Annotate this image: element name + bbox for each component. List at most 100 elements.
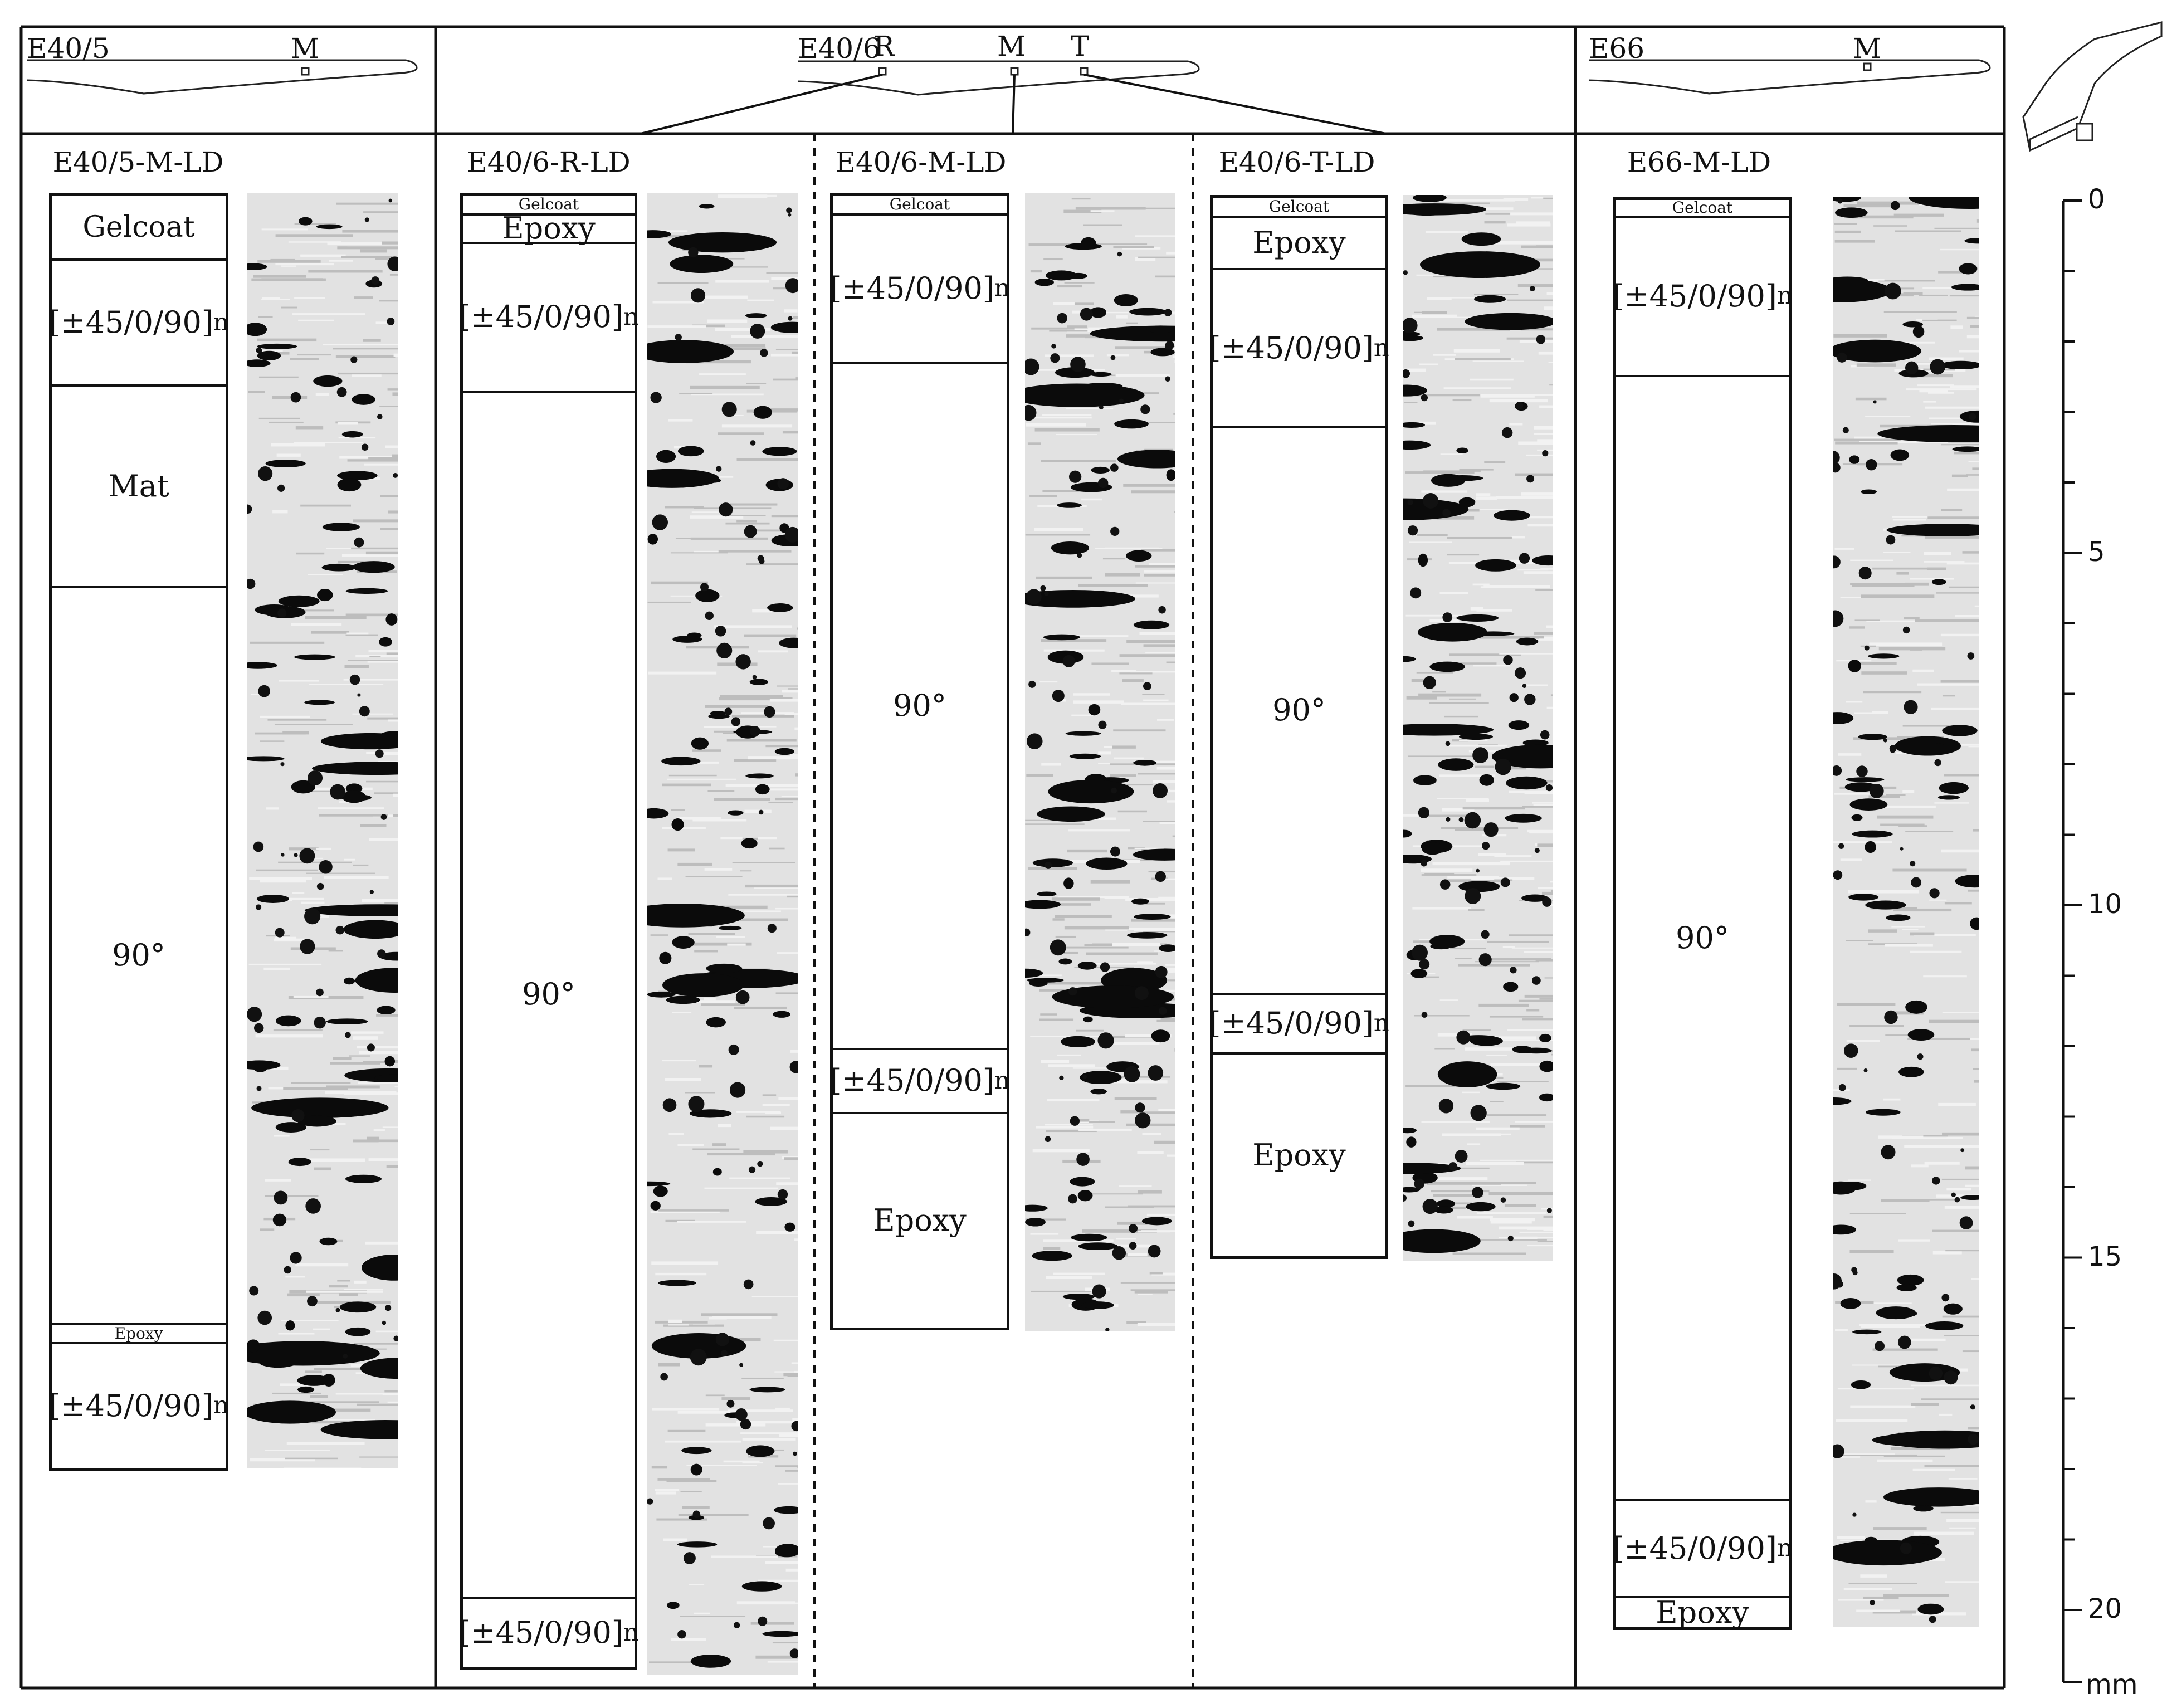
- layer-label: Gelcoat: [889, 194, 950, 213]
- layer-subscript: n: [1776, 1534, 1793, 1563]
- layer-subscript: n: [994, 274, 1010, 302]
- layer-subscript: n: [1373, 1009, 1389, 1037]
- layer-3: [±45/0/90] n: [829, 1048, 1010, 1111]
- section-mark-label: T: [1071, 30, 1090, 62]
- layer-label: Gelcoat: [1268, 197, 1330, 216]
- micrograph-image: [1025, 193, 1175, 1331]
- section-mark-box: [1080, 67, 1089, 76]
- layer-subscript: n: [213, 1392, 229, 1420]
- layer-1: [±45/0/90] n: [829, 213, 1010, 362]
- panel-title: E40/6-R-LD: [467, 146, 631, 178]
- scale-label: 15: [2088, 1241, 2122, 1272]
- layer-3: 90°: [52, 586, 226, 1323]
- layup-column: Gelcoat [±45/0/90] n 90° [±45/0/90] n Epoxy: [1612, 197, 1793, 1630]
- layer-label: 90°: [522, 977, 575, 1012]
- layer-4: Epoxy: [1616, 1594, 1789, 1630]
- layer-0: Gelcoat: [52, 196, 226, 258]
- layer-3: 90°: [1213, 426, 1385, 992]
- layer-label: Gelcoat: [518, 194, 579, 213]
- layer-2: 90°: [1616, 374, 1789, 1499]
- section-mark-box: [1863, 62, 1872, 71]
- layer-subscript: n: [1776, 282, 1793, 310]
- layer-label: Epoxy: [873, 1203, 967, 1238]
- layer-subscript: n: [1373, 334, 1389, 362]
- section-mark-label: M: [997, 30, 1026, 62]
- layer-4: Epoxy: [52, 1323, 226, 1342]
- layer-0: Gelcoat: [833, 196, 1007, 213]
- layup-column: Gelcoat [±45/0/90] n Mat 90° Epoxy [±45/0/90] n: [48, 193, 229, 1471]
- section-mark-box: [301, 67, 310, 76]
- layer-2: [±45/0/90] n: [458, 241, 639, 391]
- layer-label: Epoxy: [502, 211, 596, 246]
- layer-0: Gelcoat: [1213, 198, 1385, 216]
- layer-label: [±45/0/90]: [1209, 330, 1374, 366]
- blade-outline-e40-6: [797, 60, 1200, 96]
- layer-3: 90°: [463, 391, 635, 1597]
- layer-subscript: n: [994, 1066, 1010, 1095]
- layer-label: Epoxy: [1252, 225, 1346, 260]
- layer-3: [±45/0/90] n: [1612, 1499, 1793, 1596]
- layer-0: Gelcoat: [463, 196, 635, 213]
- blade-3d-section: [2076, 123, 2093, 141]
- layer-5: Epoxy: [1213, 1052, 1385, 1256]
- layer-label: [±45/0/90]: [48, 305, 213, 340]
- layer-1: [±45/0/90] n: [1612, 216, 1793, 375]
- layer-2: Mat: [52, 384, 226, 586]
- scale-label: 0: [2088, 184, 2105, 215]
- layer-label: [±45/0/90]: [48, 1388, 213, 1423]
- micrograph-image: [247, 193, 398, 1468]
- section-mark-label: M: [1853, 32, 1882, 65]
- layup-column: Gelcoat Epoxy [±45/0/90] n 90° [±45/0/90] n Epo…: [1209, 195, 1389, 1259]
- layer-label: 90°: [893, 688, 946, 724]
- layer-4: Epoxy: [833, 1111, 1007, 1328]
- blade-code: E66: [1589, 32, 1645, 65]
- section-mark-box: [878, 67, 887, 76]
- leader-line: [1084, 74, 1387, 135]
- layer-subscript: n: [623, 302, 639, 331]
- layup-column: Gelcoat [±45/0/90] n 90° [±45/0/90] n Epoxy: [829, 193, 1010, 1330]
- layer-label: Epoxy: [1252, 1137, 1346, 1173]
- layer-label: [±45/0/90]: [458, 1615, 623, 1651]
- leader-line: [640, 74, 883, 135]
- layer-4: [±45/0/90] n: [1209, 992, 1389, 1052]
- layer-label: [±45/0/90]: [1612, 1531, 1777, 1567]
- blade-code: E40/6: [798, 32, 881, 65]
- micrograph-image: [647, 193, 798, 1675]
- panel-title: E66-M-LD: [1627, 146, 1771, 178]
- section-mark-label: M: [291, 32, 320, 65]
- layer-label: Mat: [108, 469, 169, 504]
- layer-label: [±45/0/90]: [1612, 278, 1777, 314]
- micrograph-image: [1833, 197, 1979, 1627]
- scale-label: 20: [2088, 1593, 2122, 1624]
- layer-label: Epoxy: [1656, 1594, 1749, 1630]
- layer-1: Epoxy: [1213, 215, 1385, 269]
- layer-subscript: n: [623, 1618, 639, 1647]
- blade-outline-e40-5: [26, 59, 418, 95]
- layer-1: Epoxy: [463, 211, 635, 246]
- layer-label: [±45/0/90]: [829, 1063, 994, 1099]
- panel-title: E40/5-M-LD: [52, 146, 224, 178]
- layer-label: Gelcoat: [1672, 198, 1733, 217]
- layer-label: 90°: [112, 938, 165, 973]
- layer-2: [±45/0/90] n: [1209, 268, 1389, 426]
- section-mark-label: R: [873, 30, 895, 62]
- layer-2: 90°: [833, 362, 1007, 1048]
- scale-label: 5: [2088, 536, 2105, 568]
- layer-label: Epoxy: [114, 1324, 163, 1343]
- blade-code: E40/5: [27, 32, 110, 65]
- micrograph-image: [1403, 195, 1553, 1261]
- blade-3d-sketch: [2022, 21, 2163, 152]
- blade-3d-edge: [2029, 116, 2078, 150]
- layer-label: [±45/0/90]: [829, 271, 994, 306]
- leader-line: [1012, 74, 1016, 134]
- layer-label: Gelcoat: [82, 210, 195, 244]
- layer-label: [±45/0/90]: [458, 299, 623, 335]
- panel-title: E40/6-M-LD: [835, 146, 1007, 178]
- layup-column: Gelcoat Epoxy [±45/0/90] n 90° [±45/0/90] n: [458, 193, 639, 1670]
- section-mark-box: [1010, 67, 1019, 76]
- layer-5: [±45/0/90] n: [48, 1341, 229, 1468]
- scale-label: 10: [2088, 889, 2122, 920]
- layer-4: [±45/0/90] n: [458, 1596, 639, 1667]
- layer-0: Gelcoat: [1616, 200, 1789, 216]
